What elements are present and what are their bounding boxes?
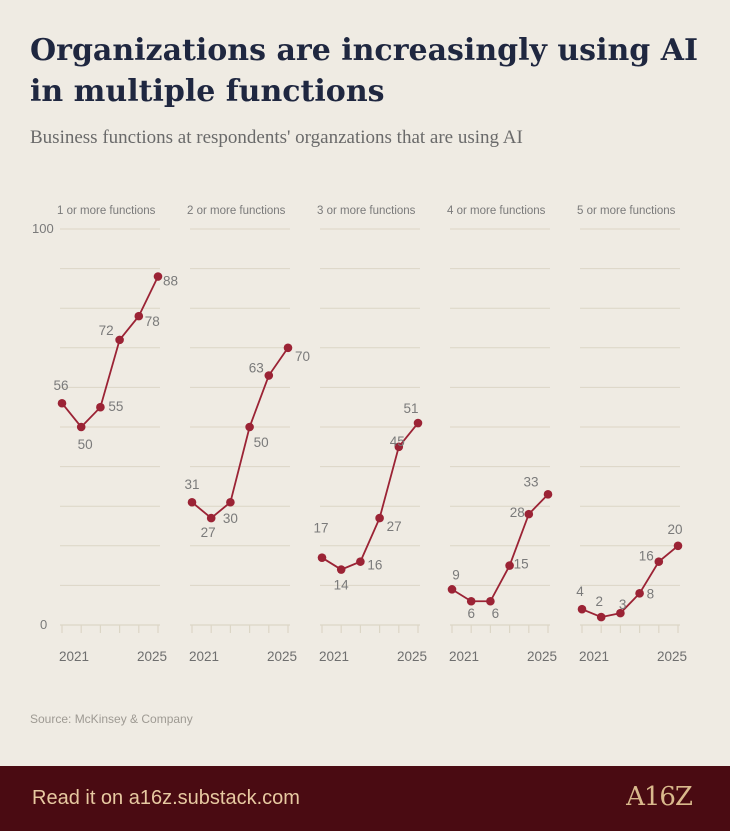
panel-title: 2 or more functions [187,205,286,217]
y-tick-label-max: 100 [32,221,54,236]
data-label: 17 [313,521,328,536]
x-tick-label: 2025 [657,649,687,664]
x-tick-label: 2025 [267,649,297,664]
data-label: 27 [201,525,216,540]
x-tick-label: 2021 [319,649,349,664]
data-label: 16 [367,558,382,573]
data-label: 33 [523,474,538,489]
data-point [57,398,67,408]
data-label: 30 [223,511,238,526]
data-label: 9 [452,567,460,582]
x-tick-label: 2021 [59,649,89,664]
data-point [543,490,553,499]
y-tick-label-min: 0 [40,617,47,632]
data-label: 78 [145,314,160,329]
data-label: 6 [467,606,475,621]
source-note: Source: McKinsey & Company [30,712,193,726]
data-label: 3 [619,597,627,612]
chart-title: Organizations are increasingly using AI … [30,33,699,109]
data-label: 50 [78,437,93,452]
data-label: 88 [163,274,178,289]
x-tick-label: 2025 [527,649,557,664]
data-point [226,497,235,507]
data-label: 15 [514,557,529,572]
data-point [187,497,197,507]
data-point [356,557,365,566]
data-point [76,422,86,432]
data-point [505,561,514,570]
data-point [616,608,625,618]
data-point [96,402,105,412]
data-label: 28 [510,505,525,520]
data-label: 63 [249,361,264,376]
series-line [191,347,289,520]
data-point [635,589,644,598]
data-point [336,565,346,574]
panel-title: 1 or more functions [57,205,156,217]
panel-title: 4 or more functions [447,205,546,217]
data-point [264,371,274,380]
data-label: 45 [390,434,405,449]
data-label: 20 [667,522,682,537]
chart-subtitle: Business functions at respondents' organ… [30,127,523,148]
data-point [394,442,404,452]
data-label: 31 [184,477,199,492]
data-point [654,557,664,566]
data-point [115,335,124,345]
substack-link[interactable]: Read it on a16z.substack.com [32,787,300,809]
data-label: 8 [647,586,655,601]
data-point [375,513,384,523]
data-label: 2 [595,594,603,609]
data-label: 55 [108,399,123,414]
data-point [524,509,534,519]
data-point [283,343,293,353]
x-tick-label: 2021 [189,649,219,664]
small-multiples-chart: 100 0 1 or more functions 2021 2025 56 50 55 72 7… [32,205,687,664]
data-label: 72 [99,323,114,338]
data-point [206,513,216,523]
series-line [61,276,159,429]
data-label: 70 [295,349,310,364]
data-label: 51 [403,401,418,416]
panel-title: 3 or more functions [317,205,416,217]
data-point [413,418,423,428]
data-point [466,596,476,606]
data-label: 6 [492,606,500,621]
data-label: 4 [576,584,584,599]
data-label: 16 [639,549,654,564]
data-label: 14 [334,578,350,593]
x-tick-label: 2021 [579,649,609,664]
data-point [447,585,457,594]
data-point [577,604,587,614]
a16z-logo: A16Z [626,782,693,812]
panel-title: 5 or more functions [577,205,676,217]
data-point [153,272,163,281]
data-label: 27 [387,519,402,534]
x-tick-label: 2025 [397,649,427,664]
data-point [486,596,495,606]
footer-bar: Read it on a16z.substack.com A16Z [0,766,730,831]
data-point [134,311,144,321]
data-point [596,612,606,622]
data-label: 50 [254,435,269,450]
data-label: 56 [53,378,68,393]
data-point [673,541,683,551]
x-tick-label: 2021 [449,649,479,664]
data-point [317,553,327,562]
data-point [245,422,254,432]
x-tick-label: 2025 [137,649,167,664]
